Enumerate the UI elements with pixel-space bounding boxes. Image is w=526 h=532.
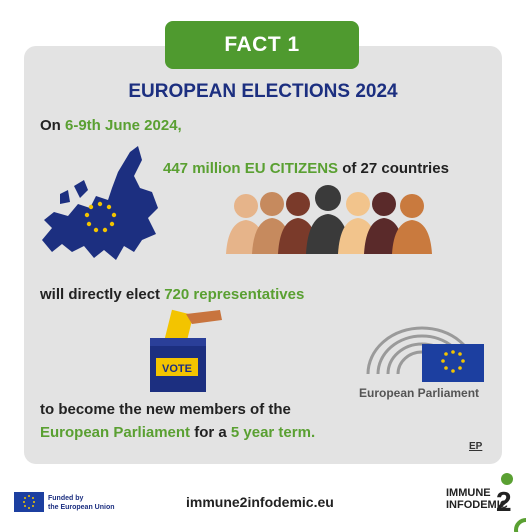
elect-prefix: will directly elect	[40, 286, 165, 303]
date-line: On 6-9th June 2024,	[40, 117, 182, 134]
countries-text: of 27 countries	[338, 160, 449, 177]
brand-line-2: INFODEMIC	[446, 499, 508, 511]
european-parliament-label: European Parliament	[359, 386, 480, 400]
ballot-box-icon: VOTE	[150, 309, 222, 392]
citizens-line: 447 million EU CITIZENS of 27 countries	[163, 160, 449, 177]
immune-infodemic-logo: IMMUNE INFODEMIC	[446, 487, 508, 511]
fact-tab: FACT 1	[165, 21, 359, 69]
green-dot-icon	[501, 473, 513, 485]
date-range: 6-9th June 2024,	[65, 117, 182, 134]
funded-line-2: the European Union	[48, 504, 115, 511]
members-text: to become the new members of the	[40, 401, 291, 418]
eu-flag-icon	[14, 492, 44, 512]
members-line: to become the new members of the	[40, 401, 291, 418]
brand-line-1: IMMUNE	[446, 487, 491, 499]
vote-label: VOTE	[162, 363, 192, 375]
fact-card	[24, 46, 502, 464]
term-mid: for a	[190, 424, 231, 441]
citizens-count: 447 million EU CITIZENS	[163, 160, 339, 177]
green-arc-icon	[514, 518, 526, 532]
representatives-count: 720 representatives	[164, 286, 305, 303]
elect-line: will directly elect 720 representatives	[40, 286, 304, 303]
citizens-icon	[226, 185, 432, 254]
brand-number: 2	[496, 486, 512, 517]
parliament-highlight: European Parliament	[40, 424, 191, 441]
date-prefix: On	[40, 117, 65, 134]
term-length: 5 year term.	[230, 424, 316, 441]
page-title: EUROPEAN ELECTIONS 2024	[128, 81, 398, 102]
term-line: European Parliament for a 5 year term.	[40, 424, 315, 441]
funded-line-1: Funded by	[48, 495, 84, 502]
funded-by-label: Funded by the European Union	[48, 494, 115, 512]
european-parliament-logo-icon	[366, 326, 484, 382]
ep-source-tag: EP	[469, 441, 483, 452]
eu-map-icon	[42, 146, 158, 260]
website-link[interactable]: immune2infodemic.eu	[186, 494, 334, 510]
